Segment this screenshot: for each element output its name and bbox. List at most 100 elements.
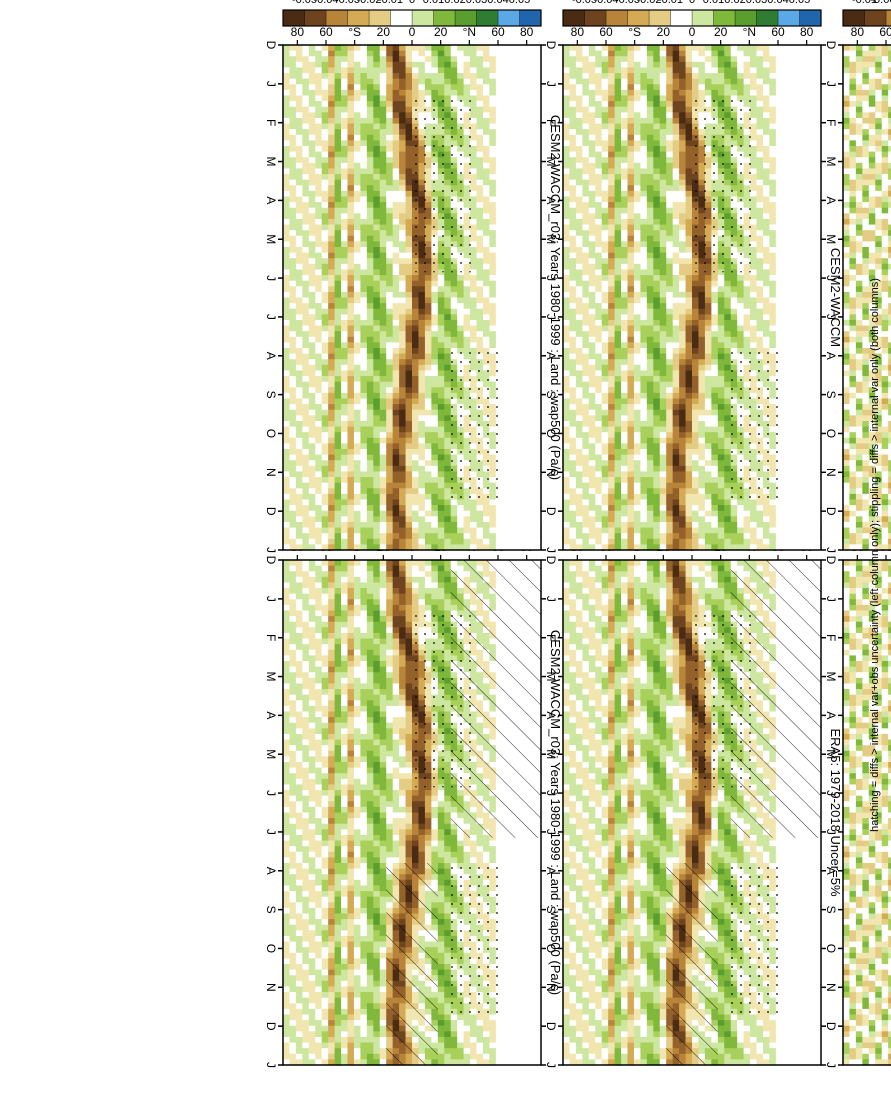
heatmap-cell <box>288 846 296 853</box>
heatmap-cell <box>501 247 509 254</box>
heatmap-cell <box>533 45 541 52</box>
heatmap-cell <box>340 739 348 746</box>
heatmap-cell <box>482 510 490 517</box>
heatmap-cell <box>333 1003 342 1010</box>
heatmap-cell <box>437 952 445 959</box>
heatmap-cell <box>392 756 400 763</box>
heatmap-cell <box>327 907 335 915</box>
heatmap-cell <box>295 913 303 920</box>
heatmap-cell <box>533 291 541 299</box>
month-label: D <box>264 1022 278 1031</box>
heatmap-cell <box>514 919 522 926</box>
heatmap-cell <box>366 672 374 679</box>
heatmap-cell <box>366 604 374 612</box>
heatmap-cell <box>385 717 393 724</box>
heatmap-cell <box>521 134 529 141</box>
heatmap-cell <box>308 571 316 578</box>
heatmap-cell <box>482 857 490 864</box>
heatmap-cell <box>488 1042 496 1049</box>
heatmap-cell <box>359 1014 367 1021</box>
heatmap-cell <box>301 689 309 696</box>
heatmap-cell <box>450 319 458 327</box>
heatmap-cell <box>333 806 342 814</box>
heatmap-cell <box>301 632 309 640</box>
heatmap-cell <box>521 1048 529 1055</box>
heatmap-cell <box>533 1059 541 1066</box>
heatmap-cell <box>308 666 316 673</box>
heatmap-cell <box>437 941 445 948</box>
heatmap-cell <box>443 45 451 52</box>
heatmap-cell <box>533 533 541 540</box>
heatmap-cell <box>533 398 541 405</box>
heatmap-cell <box>398 560 406 567</box>
heatmap-cell <box>288 1042 296 1049</box>
heatmap-cell <box>366 739 374 746</box>
heatmap-cell <box>346 1020 354 1027</box>
heatmap-cell <box>495 123 503 130</box>
heatmap-cell <box>314 806 322 814</box>
heatmap-cell <box>288 801 296 808</box>
heatmap-cell <box>288 857 296 864</box>
heatmap-cell <box>372 717 380 724</box>
heatmap-cell <box>366 896 374 903</box>
heatmap-cell <box>314 644 322 651</box>
heatmap-cell <box>508 891 516 898</box>
heatmap-cell <box>482 269 490 276</box>
heatmap-cell <box>385 560 393 567</box>
heatmap-cell <box>450 1036 458 1044</box>
heatmap-cell <box>508 235 516 242</box>
heatmap-cell <box>482 78 490 85</box>
heatmap-cell <box>501 1053 509 1060</box>
heatmap-cell <box>533 891 541 898</box>
heatmap-cell <box>321 599 329 606</box>
heatmap-cell <box>521 275 529 282</box>
heatmap-cell <box>340 1020 348 1027</box>
heatmap-cell <box>527 449 535 456</box>
heatmap-cell <box>521 907 529 915</box>
heatmap-cell <box>359 818 367 825</box>
heatmap-cell <box>437 1036 445 1044</box>
heatmap-cell <box>533 336 541 343</box>
heatmap-cell <box>379 604 387 612</box>
heatmap-cell <box>514 213 522 220</box>
heatmap-cell <box>379 1042 387 1049</box>
heatmap-cell <box>475 162 483 170</box>
heatmap-cell <box>533 420 541 428</box>
heatmap-cell <box>437 576 445 584</box>
heatmap-cell <box>308 767 316 774</box>
heatmap-cell <box>417 801 425 808</box>
heatmap-cell <box>521 505 529 512</box>
heatmap-cell <box>327 969 335 976</box>
heatmap-cell <box>295 935 303 943</box>
heatmap-cell <box>346 1042 354 1049</box>
heatmap-cell <box>359 745 367 752</box>
heatmap-cell <box>495 252 503 259</box>
heatmap-cell <box>295 795 303 802</box>
heatmap-cell <box>527 280 535 287</box>
heatmap-cell <box>321 672 329 679</box>
heatmap-cell <box>443 812 451 819</box>
heatmap-cell <box>346 980 354 988</box>
heatmap-cell <box>482 538 490 545</box>
heatmap-cell <box>379 1036 387 1044</box>
heatmap-cell <box>308 632 316 640</box>
heatmap-cell <box>495 134 503 141</box>
heatmap-cell <box>301 627 309 634</box>
heatmap-cell <box>288 874 296 881</box>
heatmap-cell <box>443 930 451 937</box>
heatmap-cell <box>514 426 522 433</box>
heatmap-cell <box>346 711 354 718</box>
heatmap-cell <box>495 1031 503 1038</box>
heatmap-cell <box>527 426 535 433</box>
heatmap-cell <box>501 218 509 226</box>
heatmap-cell <box>521 420 529 428</box>
heatmap-cell <box>527 50 535 57</box>
heatmap-cell <box>527 123 535 130</box>
heatmap-cell <box>404 717 412 724</box>
heatmap-cell <box>533 224 541 231</box>
heatmap-cell <box>514 398 522 405</box>
heatmap-cell <box>463 499 471 506</box>
heatmap-cell <box>482 112 490 119</box>
heatmap-cell <box>321 919 329 926</box>
heatmap-cell <box>469 303 477 310</box>
